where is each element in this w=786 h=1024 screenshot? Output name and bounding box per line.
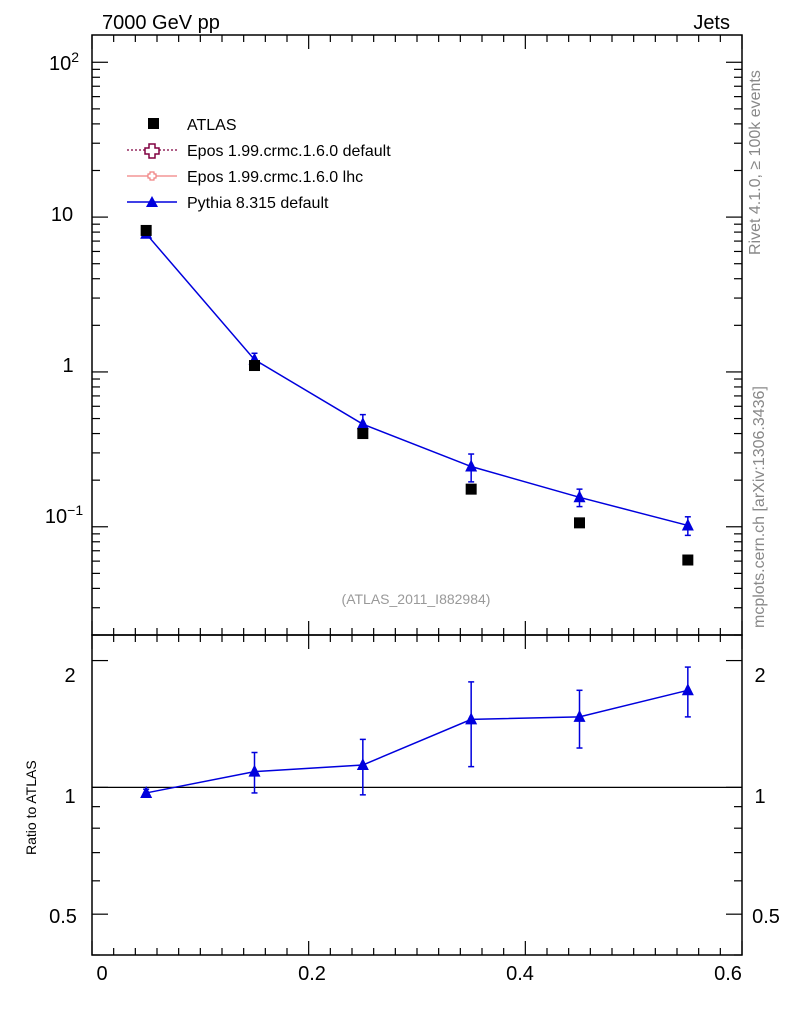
atlas-data-point <box>465 483 477 495</box>
legend-label-pythia: Pythia 8.315 default <box>187 195 329 212</box>
x-tick-label-0: 0 <box>96 963 107 985</box>
data-marks <box>92 224 742 798</box>
header-left: 7000 GeV pp <box>102 12 220 34</box>
pythia-ratio-point <box>140 785 153 798</box>
legend-marker-atlas <box>148 118 159 129</box>
side-source-text: mcplots.cern.ch [arXiv:1306.3436] <box>751 386 768 628</box>
pythia-main-point <box>465 459 478 472</box>
pythia-ratio-point <box>356 758 369 771</box>
axis-ticks <box>91 35 743 956</box>
pythia-ratio-point <box>248 764 261 777</box>
x-tick-labels: 0 0.2 0.4 0.6 <box>96 963 741 985</box>
y-tick-label-e-1: 10−1 <box>45 502 83 528</box>
pythia-main-point <box>681 518 694 531</box>
pythia-main-point <box>573 490 586 503</box>
ratio-y-tick-label-2: 2 <box>64 665 75 687</box>
ratio-ylabel: Ratio to ATLAS <box>23 760 39 855</box>
ratio-panel-frame <box>91 634 743 956</box>
legend-marker-pythia <box>146 196 158 207</box>
ratio-y-tick-label-05-right: 0.5 <box>752 906 780 928</box>
ratio-y-tick-label-1: 1 <box>64 786 75 808</box>
x-tick-label-04: 0.4 <box>506 963 534 985</box>
ratio-y-tick-label-1-right: 1 <box>754 786 765 808</box>
analysis-watermark: (ATLAS_2011_I882984) <box>342 591 491 607</box>
atlas-data-point <box>682 554 694 566</box>
pythia-main-line <box>145 233 689 527</box>
y-tick-label-10: 10 <box>51 204 73 226</box>
ratio-y-tick-label-05: 0.5 <box>49 906 77 928</box>
pythia-ratio-point <box>681 683 694 696</box>
x-tick-label-06: 0.6 <box>714 963 742 985</box>
x-tick-label-02: 0.2 <box>298 963 326 985</box>
pythia-ratio-point <box>465 712 478 725</box>
y-tick-label-1: 1 <box>62 355 73 377</box>
atlas-data-point <box>357 428 369 440</box>
pythia-ratio-point <box>573 709 586 722</box>
atlas-data-point <box>574 517 585 529</box>
header-right: Jets <box>693 12 730 34</box>
atlas-data-point <box>249 360 260 372</box>
side-rivet-text: Rivet 4.1.0, ≥ 100k events <box>747 70 764 255</box>
main-y-tick-labels: 10−1 1 10 102 <box>45 49 83 528</box>
legend-label-epos-default: Epos 1.99.crmc.1.6.0 default <box>187 143 391 160</box>
atlas-data-point <box>140 224 152 236</box>
pythia-ratio-line <box>146 689 689 794</box>
legend-marker-epos-lhc <box>147 171 157 181</box>
legend-label-epos-lhc: Epos 1.99.crmc.1.6.0 lhc <box>187 169 363 186</box>
legend-label-atlas: ATLAS <box>187 117 237 134</box>
pythia-main-point <box>356 417 369 430</box>
legend-marker-epos-default <box>144 143 160 159</box>
legend: ATLAS Epos 1.99.crmc.1.6.0 default Epos … <box>127 117 391 212</box>
y-tick-label-e2: 102 <box>49 49 79 75</box>
ratio-y-tick-label-2-right: 2 <box>754 665 765 687</box>
ratio-y-tick-labels: 2 1 0.5 2 1 0.5 <box>49 665 780 928</box>
